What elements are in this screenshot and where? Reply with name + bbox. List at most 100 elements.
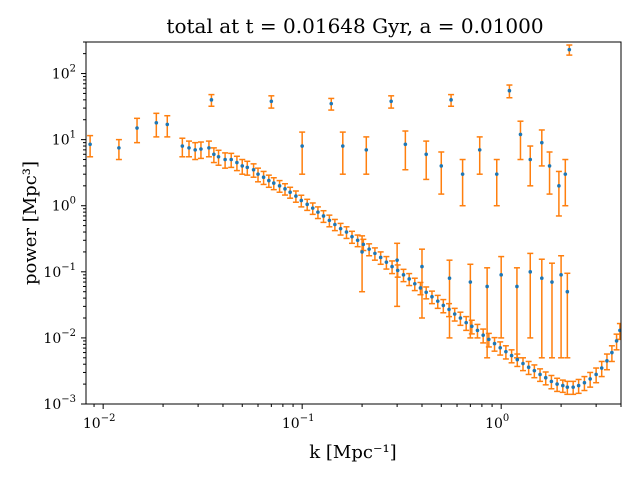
data-point bbox=[327, 218, 332, 223]
data-point bbox=[384, 260, 389, 264]
y-tick-label: 102 bbox=[52, 64, 76, 83]
x-tick-label: 10−2 bbox=[83, 413, 116, 432]
data-point bbox=[521, 361, 525, 366]
data-point bbox=[565, 385, 570, 389]
data-point bbox=[618, 328, 621, 333]
data-point bbox=[464, 320, 468, 325]
x-axis-label: k [Mpc⁻¹] bbox=[309, 442, 396, 463]
data-point bbox=[498, 345, 503, 350]
data-point bbox=[88, 142, 92, 147]
y-tick-label: 100 bbox=[52, 196, 76, 215]
data-point bbox=[340, 144, 345, 148]
data-point bbox=[245, 165, 250, 170]
data-point bbox=[492, 341, 497, 346]
data-point bbox=[528, 270, 533, 274]
error-bar bbox=[402, 130, 409, 171]
data-point bbox=[543, 375, 548, 380]
plot-frame bbox=[85, 41, 622, 405]
error-bar bbox=[484, 267, 491, 359]
data-point bbox=[447, 276, 452, 281]
error-bar bbox=[418, 248, 425, 319]
y-tick-label: 10−2 bbox=[43, 328, 76, 347]
data-point bbox=[329, 101, 334, 106]
data-point bbox=[507, 88, 512, 93]
data-point bbox=[614, 339, 619, 343]
data-point bbox=[563, 172, 568, 176]
data-point bbox=[557, 184, 561, 188]
data-point bbox=[485, 284, 489, 289]
error-bar bbox=[394, 242, 401, 308]
data-point bbox=[403, 142, 408, 147]
error-bar bbox=[476, 136, 483, 175]
data-point bbox=[389, 99, 393, 104]
data-point bbox=[515, 357, 520, 362]
data-point bbox=[261, 175, 266, 180]
data-point bbox=[565, 289, 570, 294]
data-point bbox=[207, 146, 211, 150]
data-point bbox=[526, 365, 531, 370]
data-point bbox=[412, 281, 417, 286]
error-bar bbox=[558, 255, 565, 359]
data-point bbox=[547, 164, 552, 168]
error-bar bbox=[517, 120, 524, 161]
error-bar bbox=[546, 151, 553, 195]
x-axis: 10−2 10−1 100 bbox=[83, 404, 622, 432]
data-point bbox=[528, 157, 533, 162]
data-point bbox=[321, 214, 326, 218]
data-point bbox=[165, 122, 170, 127]
data-point bbox=[555, 382, 559, 386]
error-bar bbox=[459, 158, 466, 207]
data-point bbox=[494, 172, 499, 176]
data-point bbox=[532, 368, 537, 373]
data-point bbox=[458, 316, 463, 320]
data-point bbox=[540, 276, 544, 281]
data-point bbox=[305, 202, 310, 207]
data-point bbox=[401, 273, 406, 277]
data-point bbox=[571, 385, 575, 389]
data-point bbox=[418, 286, 423, 290]
error-bar bbox=[538, 129, 545, 167]
y-tick-label: 10−1 bbox=[43, 262, 76, 281]
data-point bbox=[367, 247, 371, 251]
data-point bbox=[477, 148, 482, 152]
error-bar bbox=[562, 158, 569, 207]
data-point bbox=[435, 299, 440, 303]
data-point bbox=[378, 255, 383, 260]
data-point bbox=[251, 167, 256, 172]
y-axis-label: power [Mpc³] bbox=[20, 161, 41, 285]
error-bar bbox=[164, 114, 171, 138]
data-point bbox=[355, 238, 360, 243]
x-tick-label: 100 bbox=[485, 413, 509, 432]
y-axis: 10−3 10−2 10−1 100 101 102 bbox=[43, 41, 86, 413]
error-bar bbox=[299, 131, 306, 175]
x-tick-label: 10−1 bbox=[282, 413, 315, 432]
data-point bbox=[561, 383, 565, 388]
data-point bbox=[216, 154, 221, 159]
data-point bbox=[441, 303, 446, 308]
data-point bbox=[559, 273, 563, 277]
data-point bbox=[420, 264, 424, 269]
data-point bbox=[460, 172, 465, 176]
data-point bbox=[310, 206, 315, 210]
data-point bbox=[588, 377, 592, 381]
data-point bbox=[235, 160, 239, 165]
error-bar bbox=[153, 112, 160, 138]
data-point bbox=[199, 147, 203, 151]
data-point bbox=[470, 324, 474, 329]
error-bar bbox=[548, 262, 555, 359]
error-bar bbox=[339, 131, 346, 175]
error-bar bbox=[564, 272, 571, 359]
data-point bbox=[333, 222, 337, 227]
data-point bbox=[209, 98, 214, 102]
data-point bbox=[576, 383, 581, 388]
data-point bbox=[229, 157, 234, 162]
data-point bbox=[407, 277, 412, 281]
data-point bbox=[449, 98, 453, 102]
data-point bbox=[594, 372, 598, 377]
error-bar bbox=[446, 259, 453, 339]
data-point bbox=[240, 164, 245, 168]
data-point bbox=[424, 152, 429, 157]
data-point bbox=[452, 312, 457, 316]
data-point bbox=[518, 132, 523, 137]
